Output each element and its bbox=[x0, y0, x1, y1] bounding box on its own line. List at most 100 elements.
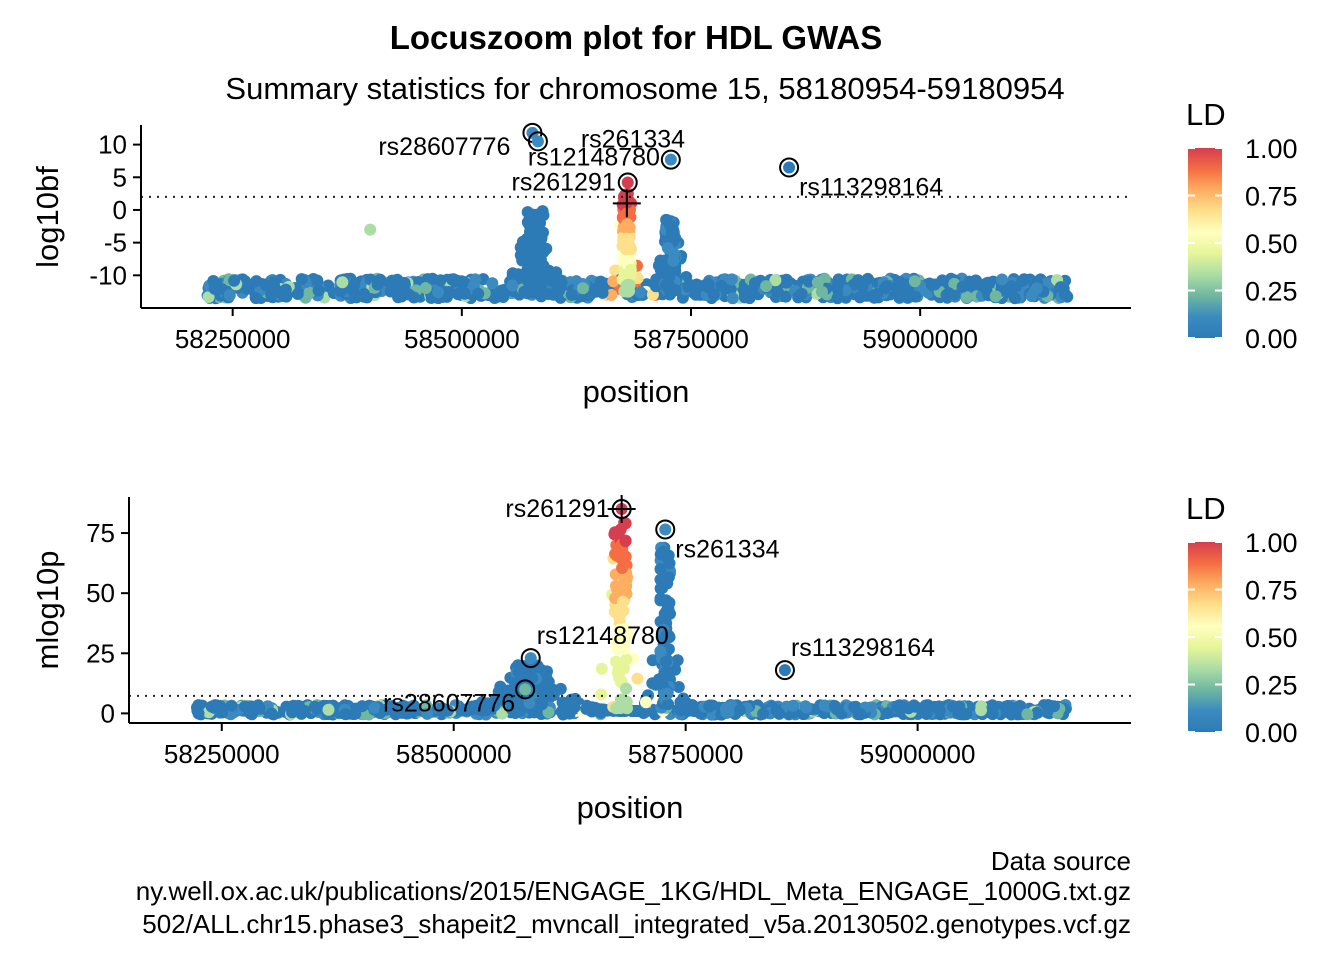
snp-point bbox=[192, 707, 205, 720]
data-source-heading: Data source bbox=[991, 846, 1131, 876]
snp-point bbox=[451, 274, 464, 287]
ld-legend-tick-label: 0.50 bbox=[1245, 623, 1298, 653]
mlog10p-panel: rs261291 rs261334 rs12148780 rs113298164 rs2… bbox=[30, 495, 1131, 825]
snp-point bbox=[893, 291, 906, 304]
highlighted-snp-ring bbox=[774, 660, 795, 681]
snp-point bbox=[442, 286, 455, 298]
snp-point bbox=[787, 699, 800, 712]
snp-point bbox=[654, 645, 667, 658]
snp-point bbox=[818, 699, 831, 712]
snp-point bbox=[624, 263, 637, 276]
highlighted-snp-ring bbox=[655, 519, 676, 540]
snp-point bbox=[485, 701, 498, 713]
snp-point bbox=[880, 280, 893, 293]
snp-point bbox=[371, 278, 384, 291]
snp-point bbox=[595, 688, 608, 701]
snp-point bbox=[311, 274, 324, 287]
snp-point bbox=[621, 218, 634, 231]
snp-point bbox=[772, 286, 785, 299]
snp-point bbox=[715, 279, 728, 292]
snp-point bbox=[564, 699, 577, 712]
snp-point bbox=[308, 700, 321, 713]
snp-point bbox=[239, 700, 251, 713]
snp-point bbox=[1031, 706, 1044, 719]
highlighted-snp-point bbox=[621, 176, 634, 189]
highlighted-snp-point bbox=[778, 664, 791, 677]
snp-point bbox=[527, 208, 540, 221]
snp-point bbox=[634, 286, 647, 299]
highlighted-snp-point bbox=[526, 126, 539, 139]
snp-point bbox=[339, 708, 352, 721]
snp-point bbox=[522, 273, 535, 286]
snp-point bbox=[249, 292, 262, 305]
x-tick-label: 58500000 bbox=[404, 324, 520, 354]
x-tick-label: 58750000 bbox=[633, 324, 749, 354]
snp-point bbox=[265, 288, 278, 301]
snp-point bbox=[816, 285, 828, 298]
snp-point bbox=[356, 700, 369, 713]
x-tick-label: 58250000 bbox=[164, 739, 280, 769]
snp-point bbox=[928, 700, 941, 713]
snp-point bbox=[502, 694, 515, 707]
mlog10p-x-axis: 58250000 58500000 58750000 59000000 bbox=[129, 722, 1131, 769]
snp-point bbox=[509, 677, 522, 690]
snp-point bbox=[986, 701, 999, 714]
snp-point bbox=[811, 276, 824, 289]
snp-point bbox=[893, 699, 906, 712]
snp-point bbox=[956, 280, 969, 293]
log10bf-x-axis-label: position bbox=[583, 374, 690, 409]
ld-legend-title: LD bbox=[1186, 97, 1226, 132]
snp-point bbox=[726, 292, 739, 305]
ld-legend-tick-label: 1.00 bbox=[1245, 528, 1298, 558]
x-tick-label: 58500000 bbox=[396, 739, 512, 769]
snp-point bbox=[852, 274, 865, 287]
snp-point bbox=[620, 574, 633, 587]
snp-point bbox=[253, 702, 266, 715]
snp-point bbox=[506, 279, 519, 292]
snp-point bbox=[868, 291, 881, 304]
snp-point bbox=[384, 285, 397, 298]
snp-point bbox=[760, 280, 773, 293]
snp-point bbox=[529, 281, 542, 294]
snp-point bbox=[616, 595, 629, 608]
snp-point bbox=[303, 286, 316, 299]
snp-point bbox=[334, 285, 347, 298]
snp-point bbox=[631, 672, 644, 685]
snp-point bbox=[619, 535, 632, 548]
highlighted-snp-point bbox=[659, 523, 672, 536]
snp-point bbox=[654, 563, 667, 576]
highlighted-snp-point bbox=[664, 153, 677, 166]
snp-point bbox=[439, 704, 452, 717]
snp-point bbox=[614, 702, 627, 715]
snp-point bbox=[881, 707, 894, 720]
highlighted-snp-point bbox=[524, 652, 537, 665]
snp-point bbox=[663, 280, 676, 293]
snp-point bbox=[577, 282, 589, 295]
snp-label: rs28607776 bbox=[383, 689, 515, 717]
lead-snp-marker bbox=[612, 189, 641, 218]
snp-point bbox=[749, 277, 761, 290]
snp-point bbox=[654, 582, 667, 595]
snp-point bbox=[1016, 275, 1029, 288]
snp-point bbox=[639, 705, 652, 718]
snp-point bbox=[526, 672, 539, 684]
snp-point bbox=[486, 277, 499, 290]
snp-point bbox=[565, 288, 578, 301]
snp-point bbox=[975, 704, 988, 717]
snp-point bbox=[974, 279, 987, 292]
snp-point bbox=[657, 545, 670, 558]
snp-point bbox=[672, 681, 685, 693]
highlighted-snp-ring bbox=[660, 149, 681, 170]
snp-label: rs261334 bbox=[675, 535, 779, 563]
snp-point bbox=[421, 707, 434, 720]
snp-point bbox=[555, 276, 568, 289]
highlighted-snp-point bbox=[531, 135, 544, 148]
ld-legend-tick-label: 0.25 bbox=[1245, 671, 1298, 701]
snp-point bbox=[379, 704, 392, 716]
snp-point bbox=[795, 287, 808, 300]
snp-point bbox=[649, 280, 662, 293]
mlog10p-y-axis-label: mlog10p bbox=[30, 551, 65, 670]
ld-legend-tick-label: 0.75 bbox=[1245, 182, 1298, 212]
snp-point bbox=[533, 682, 546, 695]
snp-point bbox=[640, 696, 652, 709]
